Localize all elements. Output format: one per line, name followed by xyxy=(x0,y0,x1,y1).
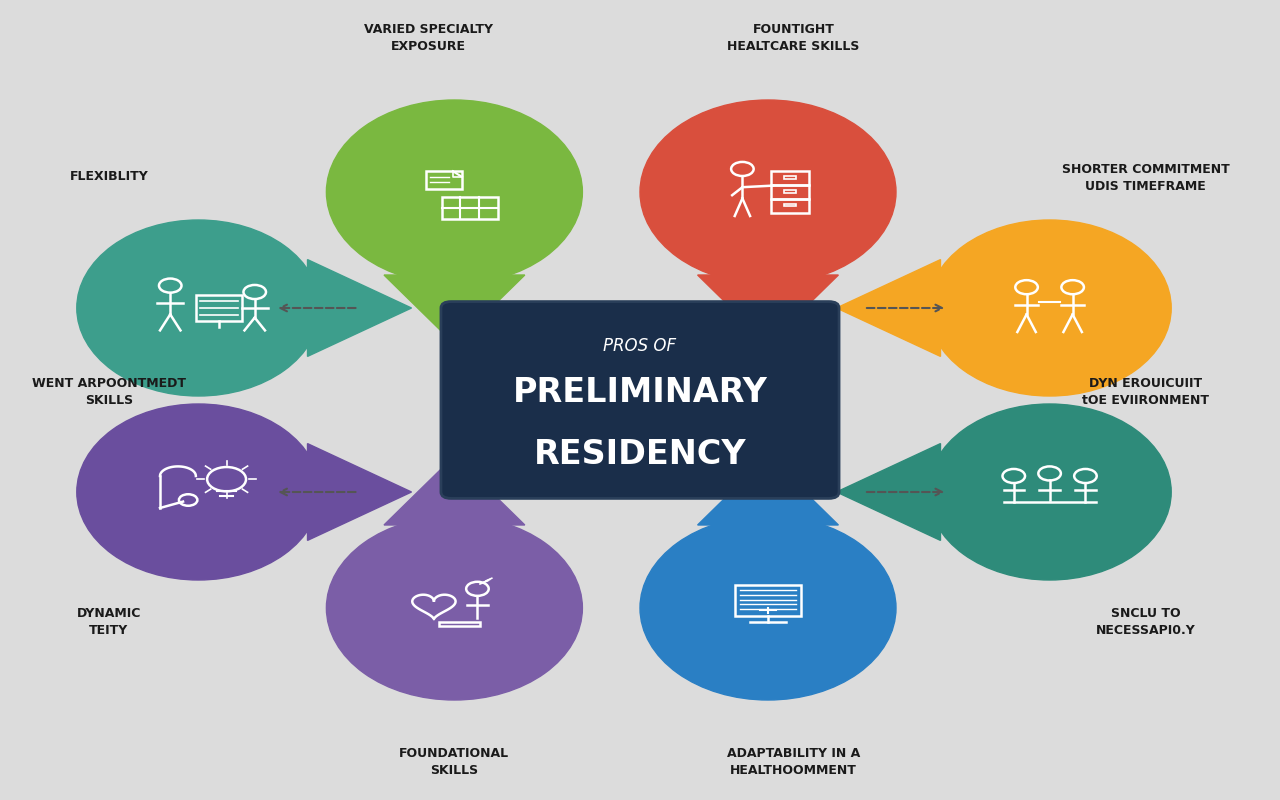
Polygon shape xyxy=(837,443,941,541)
Ellipse shape xyxy=(928,404,1171,580)
Polygon shape xyxy=(307,259,412,357)
Text: SHORTER COMMITMENT
UDIS TIMEFRAME: SHORTER COMMITMENT UDIS TIMEFRAME xyxy=(1061,162,1230,193)
Text: WENT ARPOONTMEDT
SKILLS: WENT ARPOONTMEDT SKILLS xyxy=(32,377,186,407)
Polygon shape xyxy=(837,259,941,357)
Bar xyxy=(426,171,462,189)
Bar xyxy=(196,295,242,321)
FancyBboxPatch shape xyxy=(440,302,840,498)
Text: VARIED SPECIALTY
EXPOSURE: VARIED SPECIALTY EXPOSURE xyxy=(365,23,493,54)
Bar xyxy=(783,204,796,206)
Polygon shape xyxy=(698,275,838,344)
Bar xyxy=(771,199,809,213)
Ellipse shape xyxy=(77,404,320,580)
Ellipse shape xyxy=(326,100,582,284)
Text: PROS OF: PROS OF xyxy=(603,337,677,354)
Bar xyxy=(783,176,796,178)
Ellipse shape xyxy=(640,100,896,284)
Ellipse shape xyxy=(640,516,896,700)
Text: ADAPTABILITY IN A
HEALTHOOMMENT: ADAPTABILITY IN A HEALTHOOMMENT xyxy=(727,746,860,777)
Bar xyxy=(735,586,801,616)
Text: DYN EROUICUIIT
tOE EVIIRONMENT: DYN EROUICUIIT tOE EVIIRONMENT xyxy=(1082,377,1210,407)
Polygon shape xyxy=(307,443,412,541)
Polygon shape xyxy=(698,456,838,525)
Ellipse shape xyxy=(928,220,1171,396)
Bar xyxy=(771,171,809,185)
Text: RESIDENCY: RESIDENCY xyxy=(534,438,746,471)
Polygon shape xyxy=(384,456,525,525)
Bar xyxy=(442,197,498,219)
Bar xyxy=(439,622,480,626)
Ellipse shape xyxy=(326,516,582,700)
Ellipse shape xyxy=(77,220,320,396)
Bar xyxy=(771,185,809,199)
Bar xyxy=(783,190,796,193)
Polygon shape xyxy=(384,275,525,344)
Text: FOUNTIGHT
HEALTCARE SKILLS: FOUNTIGHT HEALTCARE SKILLS xyxy=(727,23,860,54)
Text: DYNAMIC
TEITY: DYNAMIC TEITY xyxy=(77,607,141,638)
Text: SNCLU TO
NECESSAPI0.Y: SNCLU TO NECESSAPI0.Y xyxy=(1096,607,1196,638)
Text: FLEXIBLITY: FLEXIBLITY xyxy=(69,170,148,182)
Text: PRELIMINARY: PRELIMINARY xyxy=(512,375,768,409)
Text: FOUNDATIONAL
SKILLS: FOUNDATIONAL SKILLS xyxy=(399,746,509,777)
